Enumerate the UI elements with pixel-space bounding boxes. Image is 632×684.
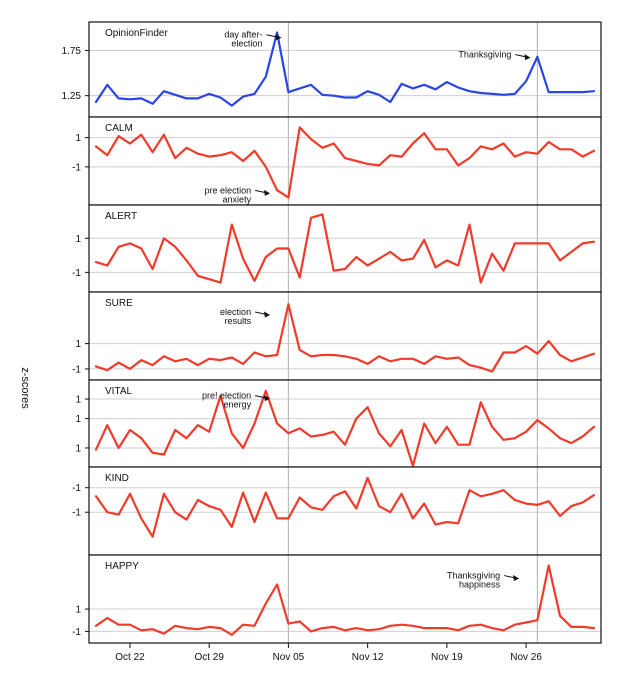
y-tick-label: -1 [72,627,81,638]
series-line-vital [94,389,596,467]
panel-frame-bg [89,117,601,205]
x-tick-label: Oct 29 [194,652,224,663]
panel-alert: 1 -1 ALERT [72,204,602,293]
panel-title: CALM [105,123,133,134]
series-line-sure [94,303,596,373]
annotation-text: pre election [205,185,252,195]
annotation-arrowhead [513,575,520,582]
annotation-text: anxiety [223,194,252,204]
y-tick-label: 1 [75,234,81,245]
annotation-text: results [225,316,252,326]
y-tick-label: 1 [75,133,81,144]
y-tick-label: 1 [75,395,81,406]
panel-frame [88,554,602,644]
annotation: Thanksgiving [458,50,531,61]
annotation-arrowhead [264,311,271,318]
x-tick-label: Nov 05 [273,652,305,663]
y-tick-label: 1.75 [62,46,82,57]
y-tick-label: -1 [72,162,81,173]
annotation-arrowhead [264,189,271,196]
annotation-text: Thanksgiving [458,50,511,60]
panel-title: OpinionFinder [105,28,168,39]
annotation-arrowhead [264,395,271,402]
annotation-arrowhead [275,34,282,41]
series-line-alert [94,213,596,284]
annotation: day after-election [224,30,282,49]
annotation-text: election [220,307,251,317]
panel-frame-bg [89,380,601,467]
series-line-happy [94,564,596,636]
series-line-opinionfinder [94,31,596,107]
annotation-text: day after- [224,30,262,40]
panel-title: VITAL [105,386,132,397]
y-tick-label: -1 [72,364,81,375]
x-axis: Oct 22 Oct 29 Nov 05 Nov 12 Nov 19 Nov 26 [115,643,542,663]
y-tick-label: -1 [72,508,81,519]
y-tick-label: -1 [72,483,81,494]
annotation-text: energy [224,400,252,410]
y-axis-label: z-scores [19,367,31,409]
y-axis-label-text: z-scores [19,367,31,409]
series-line-calm [94,126,596,199]
y-tick-label: 1 [75,605,81,616]
y-tick-label: -1 [72,268,81,279]
y-tick-label: 1 [75,414,81,425]
annotation-arrowhead [524,54,531,61]
panel-frame-bg [89,555,601,643]
annotation-text: election [231,39,262,49]
panels: 1.25 1.75 OpinionFinder day after-election T… [62,21,602,644]
annotation-text: happiness [459,580,501,590]
panel-frame-bg [89,467,601,555]
panel-frame-bg [89,205,601,292]
x-tick-label: Oct 22 [115,652,145,663]
y-tick-label: 1 [75,339,81,350]
panel-title: ALERT [105,211,137,222]
series-line-kind [94,476,596,538]
panel-title: HAPPY [105,561,139,572]
panel-opinionfinder: 1.25 1.75 OpinionFinder day after-election T… [62,21,602,118]
annotation-text: pre! election [202,391,251,401]
panel-frame-bg [89,22,601,117]
y-tick-label: 1 [75,443,81,454]
x-tick-label: Nov 12 [352,652,384,663]
annotation-text: Thanksgiving [447,571,500,581]
x-tick-label: Nov 26 [510,652,542,663]
panel-title: KIND [105,473,129,484]
panel-kind: -1 -1 KIND [72,466,602,556]
x-tick-label: Nov 19 [431,652,463,663]
panel-frame-bg [89,292,601,380]
y-tick-label: 1.25 [62,91,82,102]
panel-title: SURE [105,298,133,309]
